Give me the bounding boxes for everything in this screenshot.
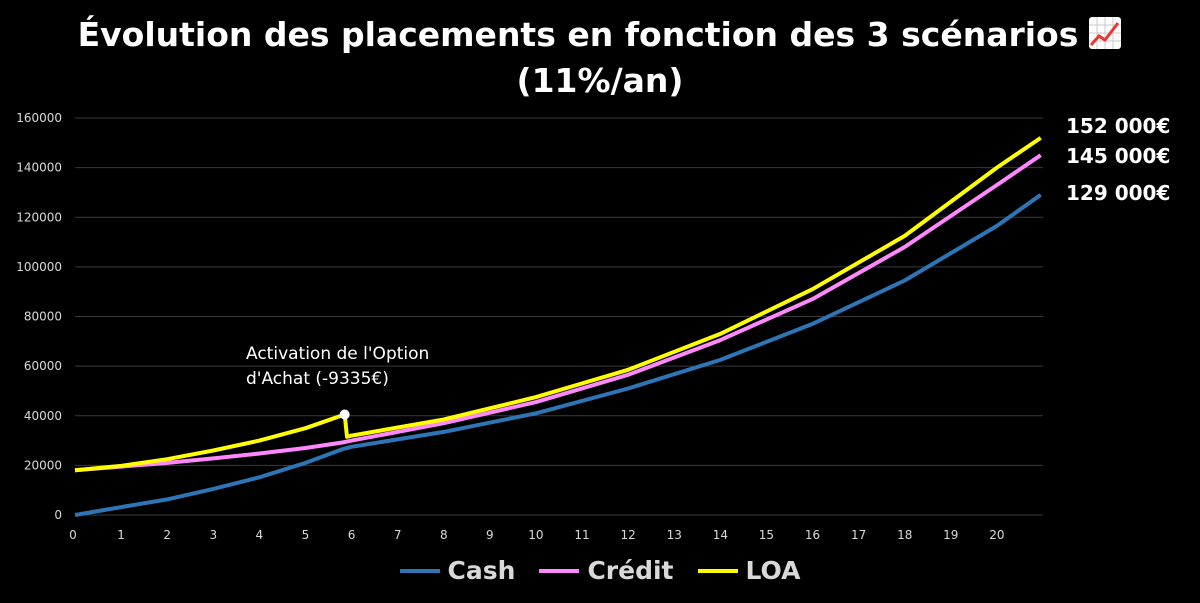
x-tick-label-17: 17 (851, 528, 866, 542)
y-tick-label-8: 160000 (16, 111, 62, 125)
annotation-line2: d'Achat (-9335€) (246, 369, 389, 389)
series-line-credit (74, 153, 1042, 473)
annotation-text: Activation de l'Option d'Achat (-9335€) (246, 342, 429, 392)
y-tick-label-4: 80000 (24, 310, 62, 324)
y-tick-label-6: 120000 (16, 210, 62, 224)
x-tick-label-12: 12 (621, 528, 636, 542)
x-tick-label-2: 2 (163, 528, 171, 542)
chart-legend: Cash Crédit LOA (0, 556, 1200, 585)
x-tick-label-5: 5 (302, 528, 310, 542)
y-tick-label-3: 60000 (24, 359, 62, 373)
chart-title-line1: Évolution des placements en fonction des… (0, 14, 1200, 56)
x-tick-label-10: 10 (528, 528, 543, 542)
x-tick-label-15: 15 (759, 528, 774, 542)
y-tick-label-0: 0 (54, 508, 62, 522)
chart-series (74, 136, 1042, 517)
chart-increasing-icon (1089, 17, 1122, 49)
legend-swatch-credit (539, 568, 580, 573)
x-tick-label-7: 7 (394, 528, 402, 542)
x-tick-label-14: 14 (713, 528, 728, 542)
legend-swatch-loa (697, 568, 738, 573)
chart-title-line2: (11%/an) (516, 61, 684, 100)
x-tick-label-19: 19 (943, 528, 958, 542)
legend-label-cash: Cash (447, 556, 516, 585)
x-axis-ticks: 0 1 2 3 4 5 6 7 8 9 10 11 12 13 14 15 16 17 18 19 20 (69, 528, 1004, 542)
x-tick-label-11: 11 (574, 528, 589, 542)
end-label-loa: 152 000€ (1066, 114, 1171, 138)
y-tick-label-5: 100000 (16, 260, 62, 274)
series-line-cash (74, 193, 1042, 517)
annotation-line1: Activation de l'Option (246, 344, 430, 364)
annotation-marker (339, 409, 350, 420)
y-tick-label-2: 40000 (24, 409, 62, 423)
legend-label-credit: Crédit (587, 556, 674, 585)
x-tick-label-8: 8 (440, 528, 448, 542)
y-tick-label-7: 140000 (16, 161, 62, 175)
chart-gridlines (75, 117, 1043, 516)
legend-item-credit[interactable]: Crédit (539, 556, 674, 585)
x-tick-label-9: 9 (486, 528, 494, 542)
x-tick-label-20: 20 (989, 528, 1004, 542)
series-line-loa (74, 136, 1042, 473)
x-tick-label-6: 6 (348, 528, 356, 542)
legend-item-cash[interactable]: Cash (399, 556, 516, 585)
x-tick-label-1: 1 (117, 528, 125, 542)
chart-title-text: Évolution des placements en fonction des… (77, 15, 1079, 54)
x-tick-label-18: 18 (897, 528, 912, 542)
x-tick-label-16: 16 (805, 528, 820, 542)
legend-swatch-cash (399, 568, 440, 573)
legend-item-loa[interactable]: LOA (697, 556, 801, 585)
end-label-cash: 129 000€ (1066, 181, 1171, 205)
end-label-credit: 145 000€ (1066, 144, 1171, 168)
x-tick-label-0: 0 (69, 528, 77, 542)
y-tick-label-1: 20000 (24, 458, 62, 472)
legend-label-loa: LOA (745, 556, 801, 585)
x-tick-label-4: 4 (256, 528, 264, 542)
x-tick-label-13: 13 (667, 528, 682, 542)
y-axis-ticks: 0 20000 40000 60000 80000 100000 120000 140000 1… (16, 111, 62, 522)
x-tick-label-3: 3 (209, 528, 217, 542)
